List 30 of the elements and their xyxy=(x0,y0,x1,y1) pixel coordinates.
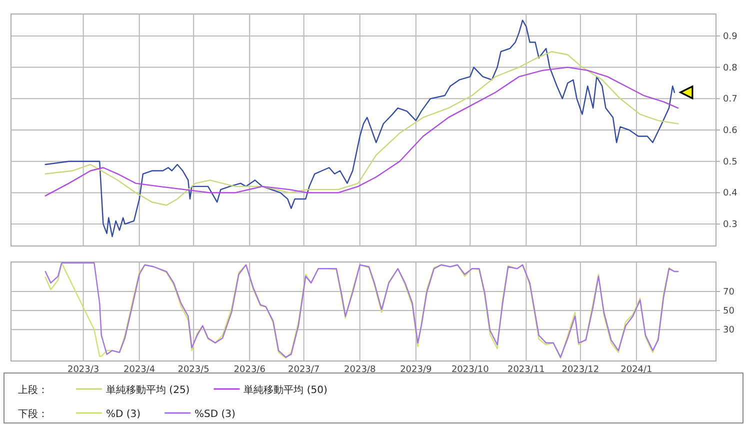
x-tick-label: 2024/1 xyxy=(620,365,652,375)
legend-label: 単純移動平均 (50) xyxy=(244,384,328,396)
legend-label: %SD (3) xyxy=(194,409,236,420)
y-tick-label: 30 xyxy=(723,326,735,336)
line-series xyxy=(44,51,679,206)
y-tick-label: 0.5 xyxy=(723,157,738,168)
x-tick-label: 2023/12 xyxy=(562,365,600,375)
y-tick-label: 0.9 xyxy=(723,32,738,42)
x-tick-label: 2023/4 xyxy=(124,365,156,375)
y-tick-label: 0.3 xyxy=(723,220,738,230)
x-tick-label: 2023/11 xyxy=(507,365,545,375)
x-tick-label: 2023/8 xyxy=(344,365,376,375)
x-tick-label: 2023/6 xyxy=(234,365,266,375)
x-tick-label: 2023/9 xyxy=(400,365,432,375)
legend-title: 上段： xyxy=(18,384,48,396)
x-tick-label: 2023/5 xyxy=(178,365,210,375)
legend-label: %D (3) xyxy=(106,409,141,420)
legend-label: 単純移動平均 (25) xyxy=(106,384,190,396)
line-series xyxy=(44,20,676,238)
x-tick-label: 2023/10 xyxy=(451,365,490,375)
y-tick-label: 0.6 xyxy=(723,126,738,136)
y-tick-label: 0.7 xyxy=(723,94,738,105)
x-tick-label: 2023/3 xyxy=(67,365,100,375)
legend-title: 下段： xyxy=(18,408,48,420)
y-tick-label: 0.8 xyxy=(723,63,738,74)
y-tick-label: 0.4 xyxy=(723,188,738,199)
line-series xyxy=(44,66,679,196)
y-tick-label: 70 xyxy=(723,288,735,298)
x-tick-label: 2023/7 xyxy=(288,365,320,375)
y-tick-label: 50 xyxy=(723,306,735,317)
